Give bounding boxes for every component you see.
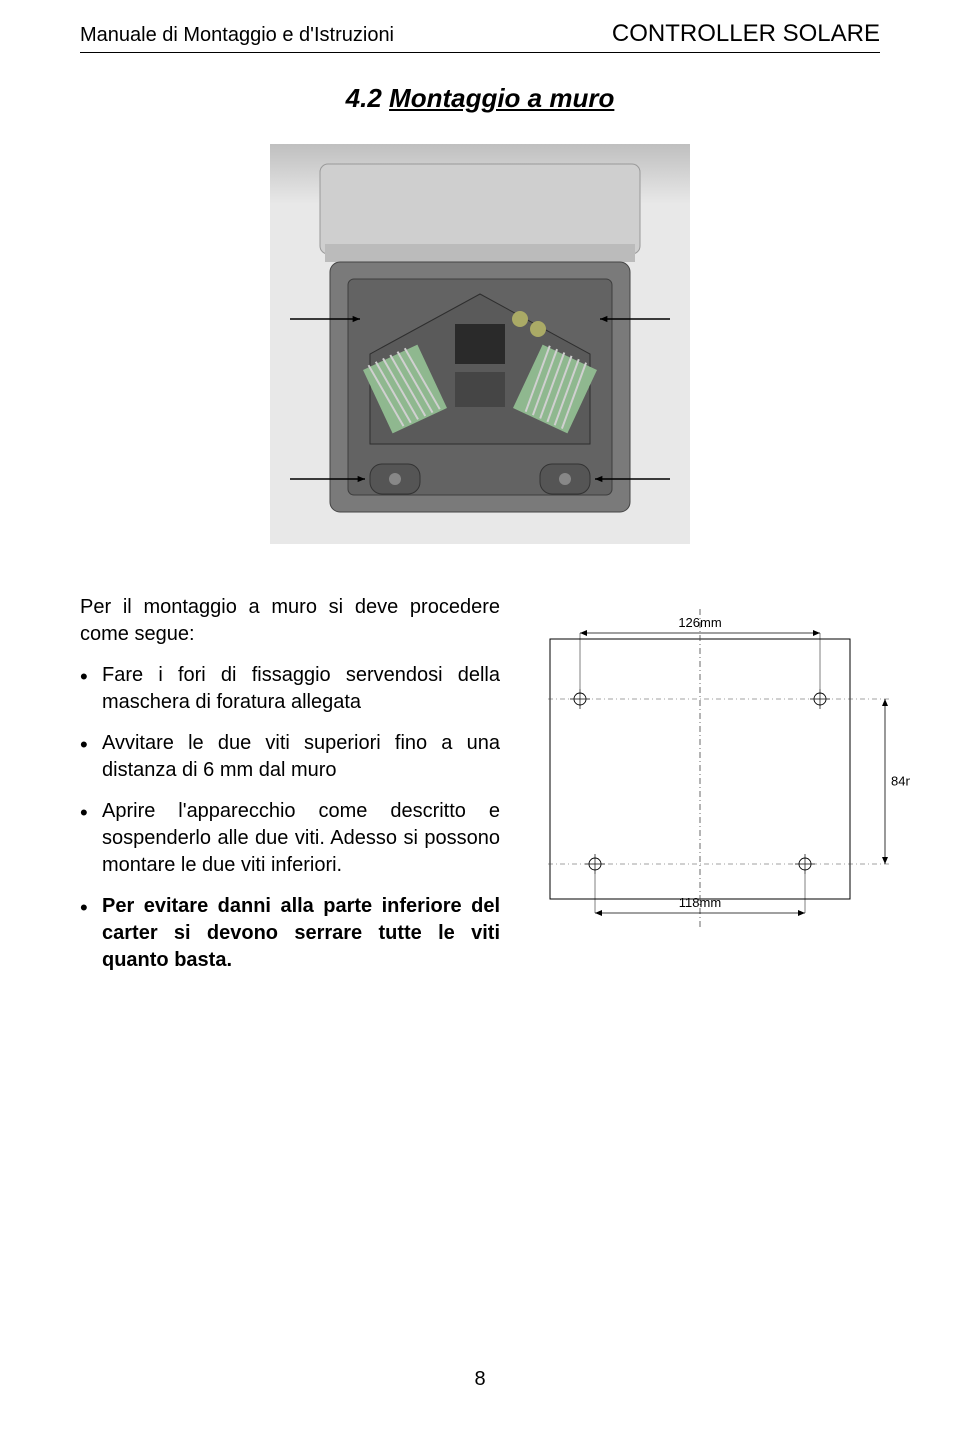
bullet-list: Fare i fori di fissaggio servendosi dell… xyxy=(80,662,500,974)
bullet-item: Per evitare danni alla parte inferiore d… xyxy=(102,893,500,974)
bullet-item: Fare i fori di fissaggio servendosi dell… xyxy=(102,662,500,716)
section-title-text: Montaggio a muro xyxy=(389,83,614,113)
svg-text:126mm: 126mm xyxy=(678,615,721,630)
section-number: 4.2 xyxy=(346,83,382,113)
section-title: 4.2 Montaggio a muro xyxy=(80,83,880,114)
drill-template-svg: 126mm 118mm 84mm xyxy=(540,604,910,934)
header-right: CONTROLLER SOLARE xyxy=(612,20,880,48)
drill-template-diagram: 126mm 118mm 84mm xyxy=(540,594,910,934)
bullet-item: Avvitare le due viti superiori fino a un… xyxy=(102,730,500,784)
svg-text:118mm: 118mm xyxy=(679,895,721,910)
intro-paragraph: Per il montaggio a muro si deve proceder… xyxy=(80,594,500,648)
page-number: 8 xyxy=(80,1328,880,1391)
page-header: Manuale di Montaggio e d'Istruzioni CONT… xyxy=(80,20,880,53)
header-left: Manuale di Montaggio e d'Istruzioni xyxy=(80,24,394,47)
instructions: Per il montaggio a muro si deve proceder… xyxy=(80,594,500,988)
svg-text:84mm: 84mm xyxy=(891,774,910,789)
bullet-item: Aprire l'apparecchio come descritto e so… xyxy=(102,798,500,879)
product-photo xyxy=(80,144,880,544)
product-photo-svg xyxy=(270,144,690,544)
